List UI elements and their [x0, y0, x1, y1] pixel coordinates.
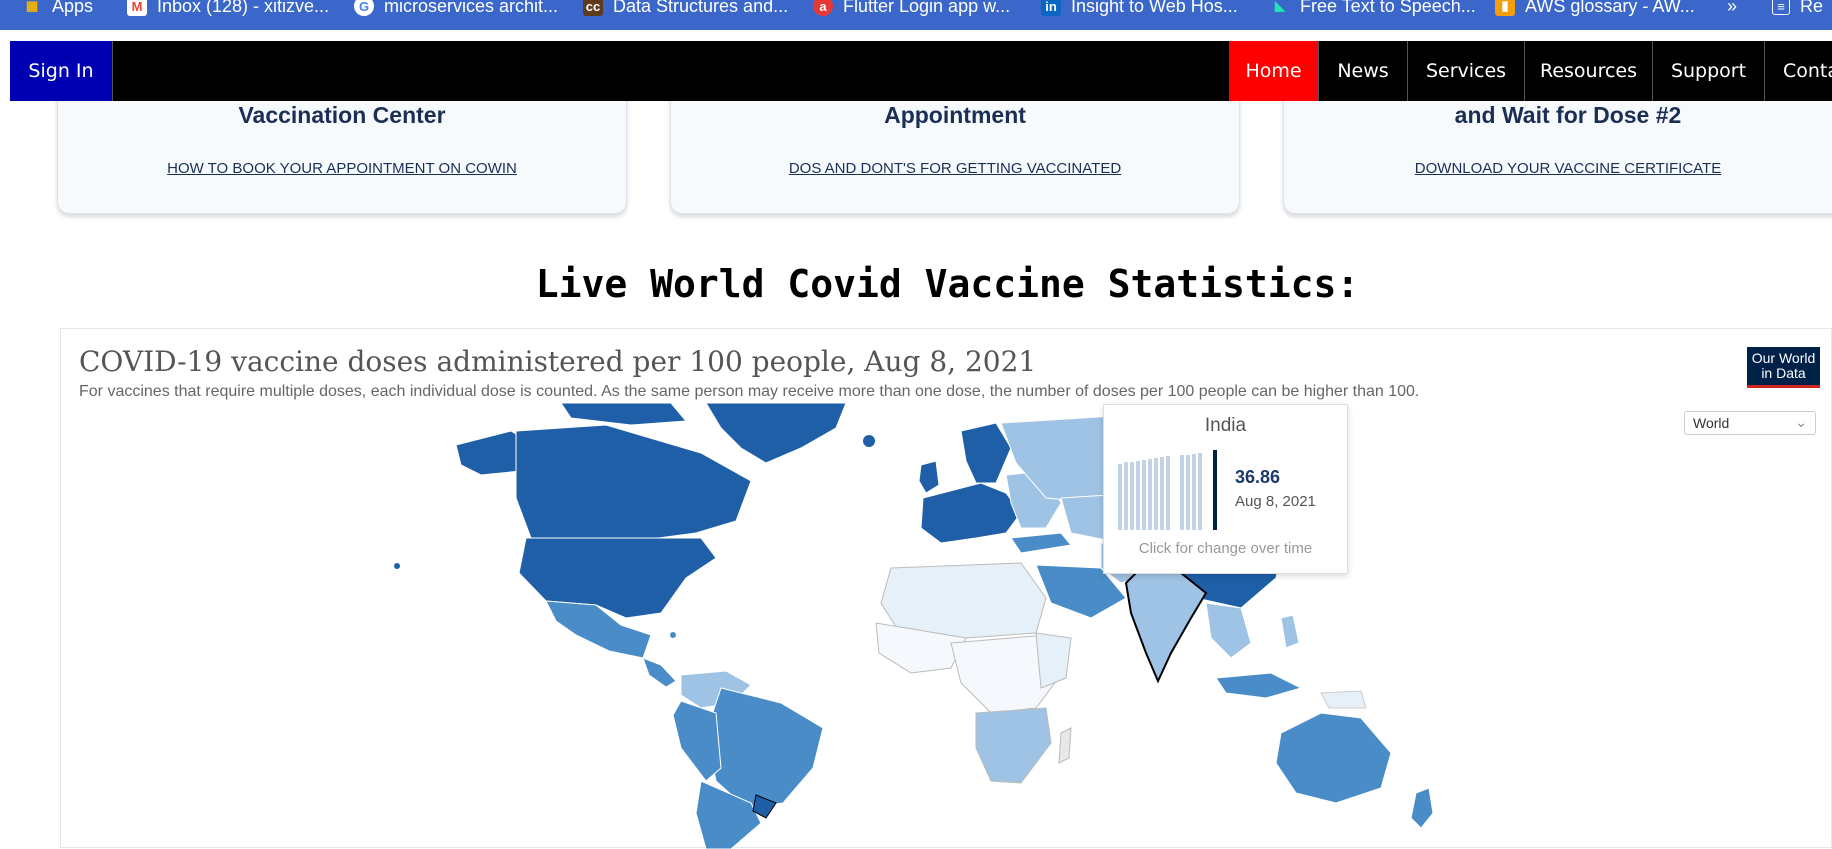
tooltip-hint: Click for change over time: [1138, 540, 1313, 557]
tooltip-date: Aug 8, 2021: [1235, 493, 1316, 510]
region-select[interactable]: World ⌄: [1684, 411, 1816, 435]
map-saudi-arabia: [1035, 564, 1127, 619]
vaccine-map-chart: COVID-19 vaccine doses administered per …: [60, 328, 1832, 849]
bookmark-web-hosting[interactable]: in Insight to Web Hos...: [1041, 0, 1238, 17]
dos-and-donts-link[interactable]: DOS AND DONT'S FOR GETTING VACCINATED: [788, 160, 1122, 177]
sign-in-button[interactable]: Sign In: [10, 41, 113, 101]
map-brazil: [705, 687, 824, 809]
card-title: Vaccination Center: [238, 102, 446, 128]
map-uruguay: [752, 794, 777, 819]
card-title: and Wait for Dose #2: [1454, 102, 1682, 128]
site-navbar: Sign In Home News Services Resources Sup…: [10, 41, 1832, 101]
download-certificate-link[interactable]: DOWNLOAD YOUR VACCINE CERTIFICATE: [1414, 160, 1722, 177]
map-madagascar: [1058, 727, 1072, 764]
map-southeast-asia: [1205, 602, 1252, 659]
flutter-app-icon: a: [813, 0, 833, 16]
tooltip-sparkline: [1118, 450, 1217, 530]
tts-icon: ◣: [1275, 0, 1285, 13]
google-icon: G: [354, 0, 374, 16]
nav-news[interactable]: News: [1318, 41, 1407, 101]
map-central-america: [642, 657, 677, 688]
map-west-africa: [875, 622, 967, 674]
chart-subtitle: For vaccines that require multiple doses…: [79, 383, 1420, 400]
bookmark-microservices[interactable]: G microservices archit...: [354, 0, 558, 17]
map-usa: [518, 537, 717, 619]
tooltip-value: 36.86: [1235, 467, 1281, 487]
map-turkey: [1010, 532, 1072, 554]
nav-services[interactable]: Services: [1407, 41, 1524, 101]
card-title: Appointment: [884, 102, 1026, 128]
nav-support[interactable]: Support: [1652, 41, 1764, 101]
tooltip-country: India: [1204, 415, 1247, 436]
map-indonesia: [1215, 672, 1303, 699]
nav-resources[interactable]: Resources: [1524, 41, 1652, 101]
map-east-africa: [1035, 632, 1072, 689]
nav-contact[interactable]: Contact: [1764, 41, 1832, 101]
map-philippines: [1280, 614, 1300, 649]
country-tooltip[interactable]: India 36.86 Aug 8, 2021 Click for change: [1103, 404, 1348, 574]
map-uk: [918, 460, 940, 494]
nav-home[interactable]: Home: [1229, 41, 1318, 101]
bookmark-apps[interactable]: ▦ Apps: [22, 0, 93, 17]
aws-icon: ▮: [1495, 0, 1515, 16]
bookmark-reading-list[interactable]: ≡ Re: [1772, 0, 1823, 17]
bookmark-text-to-speech[interactable]: ◣ Free Text to Speech...: [1270, 0, 1476, 17]
linkedin-icon: in: [1041, 0, 1061, 16]
map-hawaii: [394, 563, 400, 569]
card-dose-two: and Wait for Dose #2 DOWNLOAD YOUR VACCI…: [1283, 80, 1832, 214]
map-andes: [672, 700, 722, 782]
section-heading: Live World Covid Vaccine Statistics:: [535, 262, 1360, 306]
map-india: [1124, 566, 1208, 684]
bookmarks-overflow-button[interactable]: »: [1727, 0, 1738, 16]
map-southern-africa: [975, 707, 1052, 784]
map-north-africa: [880, 562, 1047, 639]
bookmark-flutter-login[interactable]: a Flutter Login app w...: [813, 0, 1010, 17]
map-iceland: [863, 435, 875, 447]
chart-title: COVID-19 vaccine doses administered per …: [79, 345, 1037, 378]
owid-logo[interactable]: Our World in Data: [1747, 347, 1820, 388]
reading-list-icon: ≡: [1772, 0, 1790, 15]
map-canada: [515, 424, 752, 544]
map-scandinavia: [960, 422, 1012, 484]
cc-icon: cc: [583, 0, 603, 16]
world-map[interactable]: [61, 403, 1831, 849]
chevron-down-icon: ⌄: [1795, 414, 1807, 430]
map-canada-islands: [560, 403, 688, 426]
map-greenland: [705, 403, 847, 464]
bookmark-inbox[interactable]: M Inbox (128) - xitizve...: [127, 0, 329, 17]
map-southern-cone: [695, 780, 762, 849]
map-caribbean: [670, 632, 676, 638]
bookmark-data-structures[interactable]: cc Data Structures and...: [583, 0, 788, 17]
apps-grid-icon: ▦: [25, 0, 39, 13]
card-appointment: Appointment DOS AND DONT'S FOR GETTING V…: [670, 80, 1240, 214]
map-new-zealand: [1410, 787, 1434, 829]
map-western-europe: [920, 482, 1022, 544]
bookmark-aws-glossary[interactable]: ▮ AWS glossary - AW...: [1495, 0, 1695, 17]
bookmarks-bar: ▦ Apps M Inbox (128) - xitizve... G micr…: [0, 0, 1832, 30]
map-australia: [1275, 712, 1392, 804]
gmail-icon: M: [127, 0, 147, 16]
cowin-booking-link[interactable]: HOW TO BOOK YOUR APPOINTMENT ON COWIN: [167, 160, 517, 177]
card-vaccination-center: Vaccination Center HOW TO BOOK YOUR APPO…: [57, 80, 627, 214]
map-papua-new-guinea: [1320, 690, 1367, 709]
